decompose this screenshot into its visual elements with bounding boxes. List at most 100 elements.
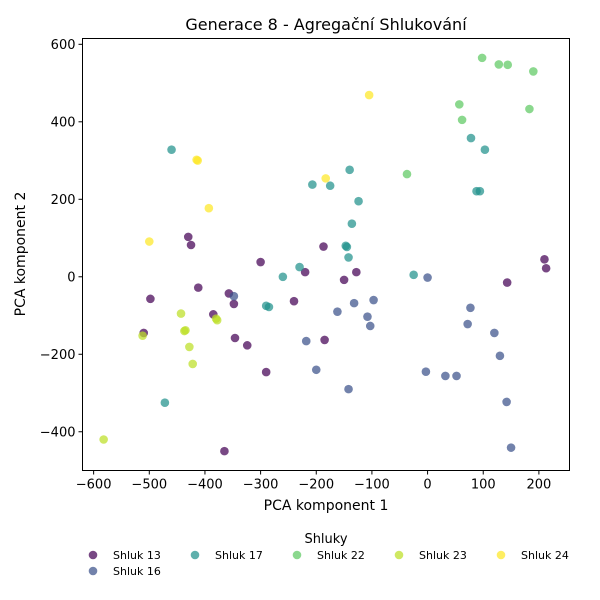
legend-marker: [88, 566, 98, 576]
scatter-point: [204, 203, 214, 213]
y-axis-label: PCA komponent 2: [13, 192, 29, 317]
legend-label: Shluk 17: [215, 549, 263, 562]
scatter-point: [167, 145, 176, 154]
scatter-point: [494, 60, 504, 69]
scatter-point: [454, 100, 464, 109]
scatter-point: [441, 371, 450, 381]
x-tick-label: −500: [131, 478, 167, 493]
scatter-point: [480, 145, 490, 154]
scatter-point: [193, 156, 203, 165]
scatter-point: [495, 351, 505, 361]
scatter-point: [423, 273, 432, 282]
scatter-point: [160, 398, 170, 407]
scatter-point: [354, 196, 363, 206]
scatter-point: [230, 333, 240, 343]
legend-item: Shluk 23: [394, 549, 467, 562]
scatter-point: [99, 435, 108, 444]
scatter-point: [502, 397, 511, 407]
scatter-point: [452, 371, 461, 381]
x-tick-label: −400: [187, 478, 223, 493]
scatter-point: [529, 67, 538, 76]
scatter-point: [402, 169, 412, 179]
scatter-point: [308, 180, 317, 189]
scatter-point: [466, 133, 476, 143]
scatter-point: [345, 165, 354, 175]
legend-label: Shluk 23: [419, 549, 467, 562]
scatter-point: [409, 270, 418, 280]
plot-points: [99, 53, 551, 456]
legend-title: Shluky: [304, 532, 347, 547]
x-tick-label: −600: [76, 478, 112, 493]
scatter-point: [295, 262, 304, 272]
y-tick-label: 600: [51, 38, 76, 53]
legend-item: Shluk 24: [496, 549, 569, 562]
scatter-point: [349, 298, 359, 308]
scatter-point: [506, 443, 516, 452]
scatter-point: [463, 319, 472, 329]
scatter-point: [229, 291, 239, 301]
scatter-point: [144, 237, 154, 246]
scatter-point: [457, 115, 467, 125]
scatter-point: [541, 263, 551, 273]
legend: Shluk 13 Shluk 16 Shluk 17 Shluk 22 Shluk 23…: [88, 549, 569, 578]
y-axis: −400 −200 0 200 400 600: [40, 38, 83, 440]
scatter-point: [344, 253, 353, 262]
scatter-point: [300, 267, 310, 277]
scatter-point: [138, 331, 147, 340]
scatter-point: [229, 299, 239, 309]
legend-marker: [88, 550, 98, 560]
x-tick-label: 200: [526, 478, 551, 493]
legend-item: Shluk 13: [88, 549, 161, 562]
scatter-point: [212, 315, 222, 325]
y-tick-label: 400: [51, 115, 76, 130]
scatter-point: [146, 294, 155, 304]
scatter-point: [188, 359, 198, 369]
scatter-point: [261, 367, 271, 377]
scatter-point: [342, 242, 352, 252]
scatter-point: [365, 321, 375, 331]
scatter-point: [347, 219, 357, 228]
scatter-point: [325, 181, 335, 191]
scatter-point: [364, 90, 374, 100]
chart-title: Generace 8 - Agregační Shlukování: [185, 15, 467, 34]
scatter-point: [352, 267, 361, 277]
plot-frame: [82, 38, 570, 471]
scatter-point: [176, 309, 186, 318]
legend-item: Shluk 22: [292, 549, 365, 562]
scatter-point: [466, 303, 475, 313]
scatter-point: [220, 446, 229, 456]
scatter-point: [344, 384, 353, 394]
x-tick-label: −200: [298, 478, 334, 493]
scatter-point: [319, 242, 328, 251]
scatter-point: [339, 275, 349, 285]
x-tick-label: 100: [471, 478, 496, 493]
x-tick-label: −300: [243, 478, 279, 493]
legend-label: Shluk 16: [113, 565, 161, 578]
scatter-point: [186, 240, 196, 250]
legend-marker: [394, 550, 404, 560]
y-tick-label: −200: [40, 348, 76, 363]
x-axis-label: PCA komponent 1: [264, 498, 389, 514]
legend-marker: [292, 550, 302, 560]
scatter-point: [278, 272, 288, 282]
scatter-point: [503, 60, 513, 70]
scatter-point: [256, 257, 265, 267]
legend-label: Shluk 13: [113, 549, 161, 562]
scatter-point: [421, 367, 431, 377]
y-tick-label: 0: [67, 270, 75, 285]
legend-marker: [190, 550, 200, 560]
legend-label: Shluk 22: [317, 549, 365, 562]
scatter-point: [181, 325, 190, 335]
y-tick-label: 200: [51, 193, 76, 208]
scatter-point: [301, 336, 311, 346]
scatter-point: [289, 296, 299, 306]
scatter-point: [369, 295, 378, 305]
legend-item: Shluk 16: [88, 565, 161, 578]
y-tick-label: −400: [40, 425, 76, 440]
legend-label: Shluk 24: [521, 549, 569, 562]
scatter-point: [525, 104, 534, 114]
scatter-point: [242, 341, 252, 350]
x-tick-label: −100: [354, 478, 390, 493]
scatter-point: [321, 174, 331, 183]
